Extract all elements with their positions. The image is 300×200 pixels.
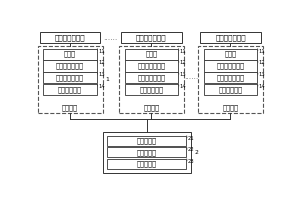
Bar: [40, 32, 100, 43]
Text: ......: ......: [103, 33, 118, 42]
Text: 12: 12: [98, 60, 105, 65]
Bar: [119, 46, 184, 113]
Bar: [125, 84, 178, 95]
Text: 2: 2: [194, 150, 198, 155]
Bar: [125, 72, 178, 83]
Text: 水流量检测仪: 水流量检测仪: [218, 86, 242, 93]
Bar: [38, 46, 103, 113]
Bar: [200, 32, 261, 43]
Bar: [125, 60, 178, 72]
Text: 水流量检测仪: 水流量检测仪: [58, 86, 82, 93]
Bar: [107, 136, 186, 146]
Text: 剂量仪: 剂量仪: [224, 51, 236, 57]
Text: 第一处理器: 第一处理器: [137, 137, 157, 144]
Text: 1: 1: [106, 77, 110, 82]
Text: 电子直线加速器: 电子直线加速器: [215, 34, 246, 41]
Text: 监测装置: 监测装置: [143, 104, 159, 111]
Text: 监测装置: 监测装置: [62, 104, 78, 111]
Text: 14: 14: [98, 84, 105, 89]
Bar: [204, 60, 257, 72]
Text: 11: 11: [179, 49, 186, 54]
Text: 第一温度传感器: 第一温度传感器: [56, 63, 84, 69]
Text: 第二温度传感器: 第二温度传感器: [217, 75, 244, 81]
Bar: [43, 60, 97, 72]
Bar: [204, 84, 257, 95]
Text: 电子直线加速器: 电子直线加速器: [55, 34, 86, 41]
Bar: [198, 46, 263, 113]
Bar: [43, 49, 97, 60]
Text: 第一温度传感器: 第一温度传感器: [137, 63, 165, 69]
Text: 13: 13: [98, 72, 105, 77]
Text: 14: 14: [258, 84, 265, 89]
Bar: [43, 84, 97, 95]
Text: 21: 21: [188, 136, 194, 141]
Bar: [43, 72, 97, 83]
Text: 23: 23: [188, 159, 194, 164]
Text: 第三处理器: 第三处理器: [137, 160, 157, 167]
Text: 22: 22: [188, 147, 194, 152]
Text: 14: 14: [179, 84, 186, 89]
Bar: [204, 49, 257, 60]
Text: 12: 12: [179, 60, 186, 65]
Bar: [107, 147, 186, 157]
Bar: [204, 72, 257, 83]
Bar: [107, 159, 186, 169]
Text: 水流量检测仪: 水流量检测仪: [140, 86, 164, 93]
Text: 第二处理器: 第二处理器: [137, 149, 157, 156]
Text: 13: 13: [179, 72, 186, 77]
Text: 11: 11: [258, 49, 265, 54]
Text: 第二温度传感器: 第二温度传感器: [56, 75, 84, 81]
Bar: [121, 32, 182, 43]
Text: 第二温度传感器: 第二温度传感器: [137, 75, 165, 81]
Text: 12: 12: [258, 60, 265, 65]
Text: 11: 11: [98, 49, 105, 54]
Text: 剂量仪: 剂量仪: [64, 51, 76, 57]
Text: 13: 13: [258, 72, 265, 77]
Text: 剂量仪: 剂量仪: [146, 51, 158, 57]
Text: ......: ......: [184, 72, 198, 81]
Text: 电子直线加速器: 电子直线加速器: [136, 34, 167, 41]
Text: 第一温度传感器: 第一温度传感器: [217, 63, 244, 69]
Text: 监测装置: 监测装置: [223, 104, 238, 111]
Bar: [125, 49, 178, 60]
Bar: [103, 132, 191, 173]
